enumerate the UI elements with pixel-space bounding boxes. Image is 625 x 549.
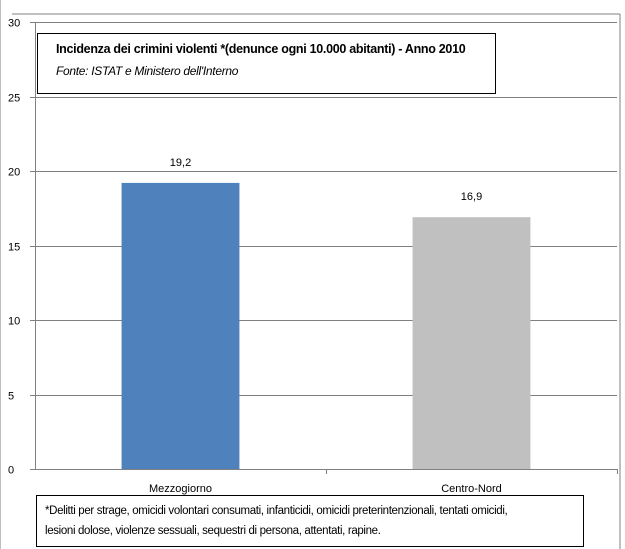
footnote-line-2: lesioni dolose, violenze sessuali, seque…: [45, 525, 381, 537]
y-tick-label: 10: [8, 316, 20, 328]
y-tick-label: 30: [8, 18, 20, 30]
chart-subtitle: Fonte: ISTAT e Ministero dell'Interno: [56, 64, 239, 78]
chart-title: Incidenza dei crimini violenti *(denunce…: [56, 42, 466, 56]
y-tick-label: 20: [8, 167, 20, 179]
x-tick-label: Centro-Nord: [441, 483, 502, 495]
y-tick-label: 5: [8, 391, 14, 403]
x-tick-label: Mezzogiorno: [149, 483, 212, 495]
bar-centro-nord: [412, 217, 531, 469]
footnote-line-1: *Delitti per strage, omicidi volontari c…: [45, 505, 508, 517]
chart-title-box: Incidenza dei crimini violenti *(denunce…: [37, 33, 496, 94]
y-tick-label: 0: [8, 465, 14, 477]
y-tick-label: 25: [8, 93, 20, 105]
y-tick-label: 15: [8, 242, 20, 254]
bar-mezzogiorno: [121, 182, 240, 470]
footnote-box: *Delitti per strage, omicidi volontari c…: [36, 495, 584, 547]
data-label: 19,2: [170, 157, 191, 169]
data-label: 16,9: [461, 191, 482, 203]
